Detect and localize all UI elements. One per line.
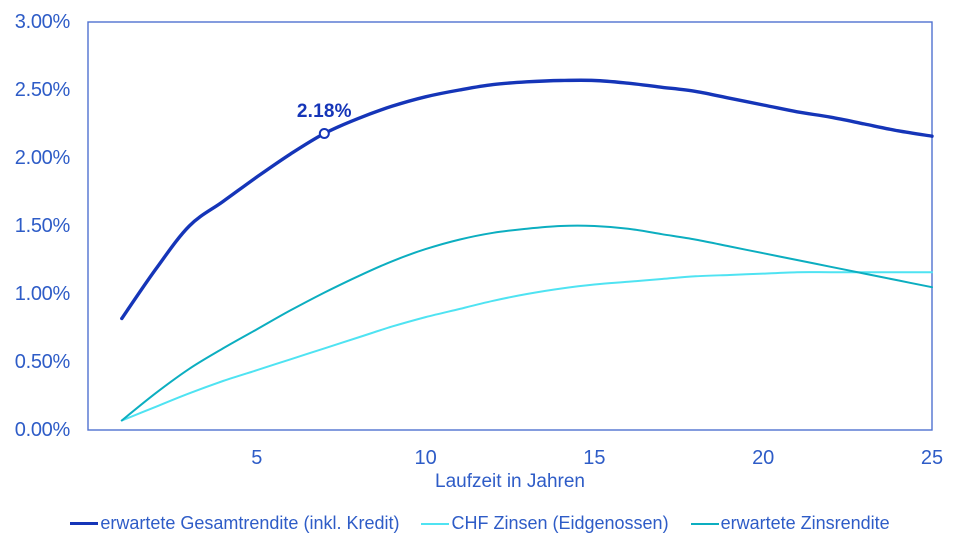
legend-label-zinsrendite: erwartete Zinsrendite xyxy=(720,513,890,533)
legend-item-chf-zinsen: CHF Zinsen (Eidgenossen) xyxy=(421,513,669,534)
legend: erwartete Gesamtrendite (inkl. Kredit) C… xyxy=(0,513,960,534)
x-axis-title: Laufzeit in Jahren xyxy=(435,471,585,492)
series-line-0 xyxy=(120,78,934,321)
legend-swatch-zinsrendite xyxy=(690,522,719,525)
legend-label-chf-zinsen: CHF Zinsen (Eidgenossen) xyxy=(451,513,669,533)
y-axis-tick-label: 1.50% xyxy=(14,215,71,237)
legend-item-zinsrendite: erwartete Zinsrendite xyxy=(690,513,890,534)
y-axis-tick-label: 2.00% xyxy=(14,147,71,169)
y-axis-tick-label: 3.00% xyxy=(14,11,71,33)
legend-swatch-chf-zinsen xyxy=(421,522,450,525)
legend-label-gesamtrendite: erwartete Gesamtrendite (inkl. Kredit) xyxy=(100,513,400,533)
x-axis-tick-label: 5 xyxy=(251,447,263,469)
y-axis-tick-label: 2.50% xyxy=(14,79,71,101)
y-axis-tick-label: 0.50% xyxy=(14,351,71,373)
x-axis-tick-label: 10 xyxy=(414,447,437,469)
legend-item-gesamtrendite: erwartete Gesamtrendite (inkl. Kredit) xyxy=(70,513,399,534)
series-line-2 xyxy=(120,224,933,422)
x-axis-tick-label: 20 xyxy=(752,447,775,469)
series-line-1 xyxy=(120,271,933,422)
legend-swatch-gesamtrendite xyxy=(70,522,99,525)
x-axis-tick-label: 15 xyxy=(583,447,606,469)
y-axis-tick-label: 1.00% xyxy=(14,283,71,305)
y-axis-tick-label: 0.00% xyxy=(14,419,71,441)
x-axis-tick-label: 25 xyxy=(920,447,944,469)
plot-border xyxy=(87,21,933,431)
annotation-label: 2.18% xyxy=(296,100,352,122)
annotation-marker xyxy=(318,128,330,140)
